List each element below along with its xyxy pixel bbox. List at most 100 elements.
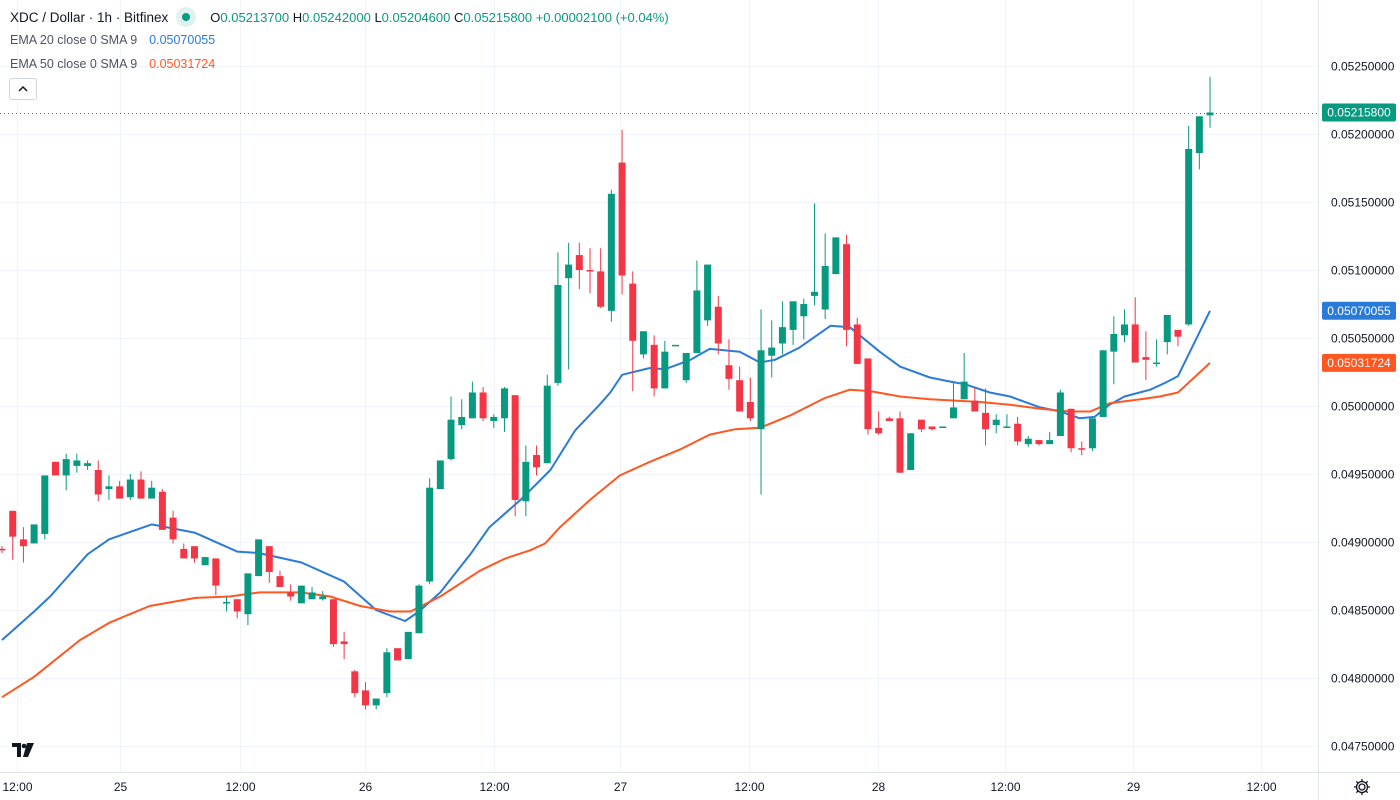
candle (169, 510, 177, 544)
candle (201, 557, 209, 566)
candle (158, 489, 166, 530)
candle-body (1206, 112, 1214, 116)
candle-body (960, 381, 968, 400)
candle (597, 248, 605, 309)
time-tick-label: 25 (114, 780, 128, 794)
candle (714, 295, 722, 355)
candle-body (1174, 329, 1182, 337)
candle (1195, 116, 1203, 170)
price-tick-label: 0.04750000 (1331, 740, 1395, 754)
candle-body (725, 365, 733, 379)
gear-icon[interactable] (1352, 777, 1372, 797)
candle-body (201, 557, 209, 566)
candle (853, 317, 861, 364)
candle-body (126, 479, 134, 498)
time-tick-label: 27 (614, 780, 628, 794)
candle (94, 460, 102, 502)
candle (1046, 431, 1054, 445)
candle-body (618, 162, 626, 276)
candle-body (276, 576, 284, 587)
candle (575, 242, 583, 290)
candle-body (1014, 423, 1022, 442)
candle (51, 461, 59, 476)
candle-body (351, 671, 359, 694)
candle-body (704, 264, 712, 321)
candle (875, 411, 883, 435)
collapse-legend-button[interactable] (9, 78, 37, 100)
candle-body (928, 426, 936, 430)
candle-body (415, 585, 423, 634)
candle-body (287, 592, 295, 597)
time-axis[interactable]: 12:00 25 12:00 26 12:00 27 12:00 28 12:00 29 12:00 (2, 780, 1276, 794)
candle-body (885, 418, 893, 422)
candle-body (832, 237, 840, 275)
candle (436, 460, 444, 490)
candle-body (265, 546, 273, 573)
candle-body (565, 264, 573, 279)
candle (757, 309, 765, 495)
candle (907, 433, 915, 471)
chevron-up-icon (18, 86, 28, 92)
legend-ema50-value: 0.05031724 (149, 57, 216, 71)
candle (810, 203, 818, 306)
candle-body (1035, 440, 1043, 445)
candle-body (9, 510, 17, 537)
high-value: 0.05242000 (302, 9, 371, 25)
tradingview-logo[interactable] (8, 737, 38, 763)
legend-ema20[interactable]: EMA 20 close 0 SMA 9 0.05070055 (10, 33, 215, 47)
candle-body (169, 517, 177, 540)
candle (650, 335, 658, 397)
candle (19, 527, 27, 563)
time-tick-label: 12:00 (990, 780, 1020, 794)
candle-body (949, 407, 957, 419)
candle (105, 475, 113, 500)
price-tick-label: 0.04900000 (1331, 536, 1395, 550)
candle-body (500, 388, 508, 419)
candle (800, 298, 808, 340)
candle-body (51, 461, 59, 476)
candle-body (917, 419, 925, 430)
symbol-title[interactable]: XDC / Dollar · 1h · Bitfinex (10, 9, 169, 25)
price-tick-label: 0.04850000 (1331, 604, 1395, 618)
candle-body (1185, 148, 1193, 325)
candle-body (1121, 324, 1129, 336)
candle-body (907, 433, 915, 471)
candle-body (1056, 392, 1064, 436)
candle-body (607, 193, 615, 311)
price-axis[interactable]: 0.04750000 0.04800000 0.04850000 0.04900000… (1331, 60, 1395, 754)
candle (1014, 416, 1022, 446)
candle-body (650, 344, 658, 389)
candle (1163, 314, 1171, 355)
candle (746, 377, 754, 422)
candle (426, 478, 434, 585)
ema50-price-label-bg (1322, 353, 1396, 372)
candle-body (426, 487, 434, 582)
candle (661, 340, 669, 389)
candle-body (736, 380, 744, 412)
candle (137, 471, 145, 499)
candle (383, 648, 391, 698)
candle (543, 374, 551, 464)
candle (62, 453, 70, 491)
candle-body (19, 539, 27, 547)
candle (896, 411, 904, 473)
last-price-label-bg (1322, 103, 1396, 122)
candle (672, 344, 680, 347)
legend-ema50[interactable]: EMA 50 close 0 SMA 9 0.05031724 (10, 57, 215, 71)
candle-body (0, 548, 6, 551)
candle (639, 331, 647, 359)
candle-body (394, 648, 402, 661)
candle (960, 353, 968, 400)
candle-body (853, 324, 861, 364)
candle-body (533, 455, 541, 468)
candle-body (1131, 324, 1139, 363)
candle-body (543, 385, 551, 464)
candle-body (319, 596, 327, 600)
candle (9, 510, 17, 560)
candle (725, 339, 733, 390)
close-value: 0.05215800 (463, 9, 533, 25)
ema20-price-label: 0.05070055 (1327, 304, 1391, 318)
price-tick-label: 0.05000000 (1331, 400, 1395, 414)
candle-body (639, 331, 647, 355)
